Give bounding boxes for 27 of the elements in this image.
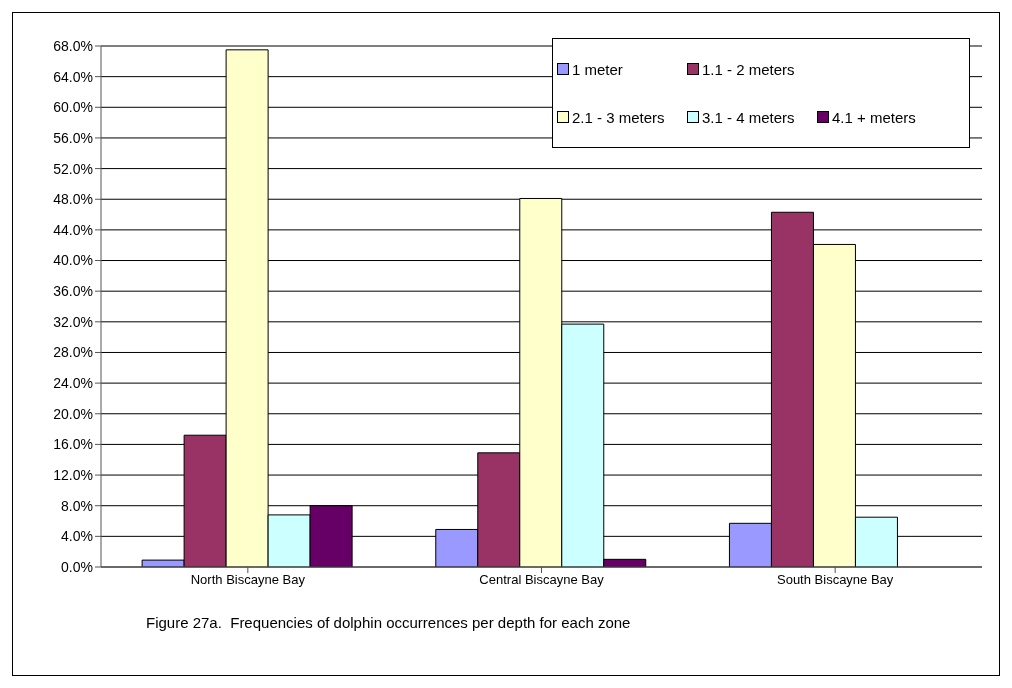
legend-label: 4.1 + meters [832,108,916,126]
y-tick-label: 28.0% [53,344,93,361]
y-tick-label: 4.0% [61,528,93,545]
y-tick-label: 64.0% [53,68,93,85]
y-tick-label: 44.0% [53,221,93,238]
y-tick-label: 36.0% [53,283,93,300]
legend-label: 1.1 - 2 meters [702,60,795,78]
y-tick-label: 24.0% [53,375,93,392]
x-tick-label: North Biscayne Bay [190,572,306,588]
y-tick-label: 68.0% [53,37,93,54]
y-tick-label: 8.0% [61,497,93,514]
legend-label: 1 meter [572,60,623,78]
y-tick-label: 48.0% [53,191,93,208]
y-tick-label: 0.0% [61,558,93,575]
y-tick-label: 56.0% [53,129,93,146]
legend-label: 2.1 - 3 meters [572,108,665,126]
legend-label: 3.1 - 4 meters [702,108,795,126]
y-tick-label: 20.0% [53,405,93,422]
y-tick-label: 52.0% [53,160,93,177]
y-tick-label: 16.0% [53,436,93,453]
x-tick-label: Central Biscayne Bay [479,572,605,588]
y-tick-label: 60.0% [53,99,93,116]
caption: Figure 27a. Frequencies of dolphin occurrences per depth for each zone [146,614,631,631]
y-tick-label: 12.0% [53,467,93,484]
y-tick-label: 40.0% [53,252,93,269]
x-tick-label: South Biscayne Bay [776,572,894,588]
y-tick-label: 32.0% [53,313,93,330]
